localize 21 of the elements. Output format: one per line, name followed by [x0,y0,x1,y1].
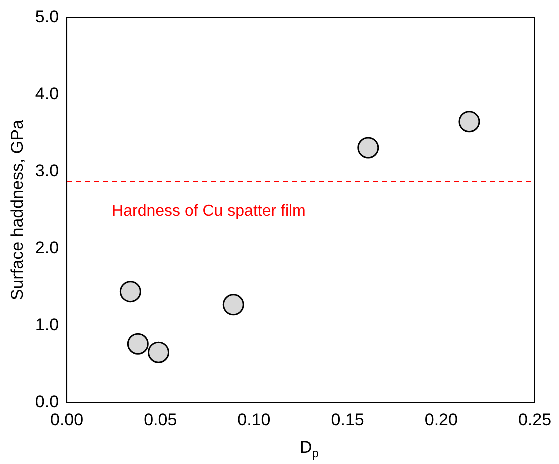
point [222,294,244,316]
point [120,281,142,303]
x-tick-label: 0.00 [50,410,84,430]
point [458,111,480,133]
x-tick-label: 0.05 [144,410,178,430]
x-tick-label: 0.25 [518,410,552,430]
y-tick-label: 5.0 [35,8,60,27]
x-axis-title: D$_{p}$ [299,438,320,460]
y-tick-label: 3.0 [35,162,60,181]
ref-line-label: Hardness of Cu spatter film [112,203,306,220]
x-tick-label: 0.15 [331,410,364,430]
y-axis-title: Surface haddness, GPa [8,120,27,301]
point [148,342,170,364]
y-tick-label: 1.0 [35,315,60,334]
y-tick-label: 0.0 [35,392,60,412]
x-tick-label: 0.10 [238,410,271,430]
point [127,333,149,355]
y-tick-label: 2.0 [35,238,60,258]
point [358,137,380,159]
x-tick-label: 0.20 [424,410,458,430]
y-tick-label: 4.0 [35,84,60,104]
